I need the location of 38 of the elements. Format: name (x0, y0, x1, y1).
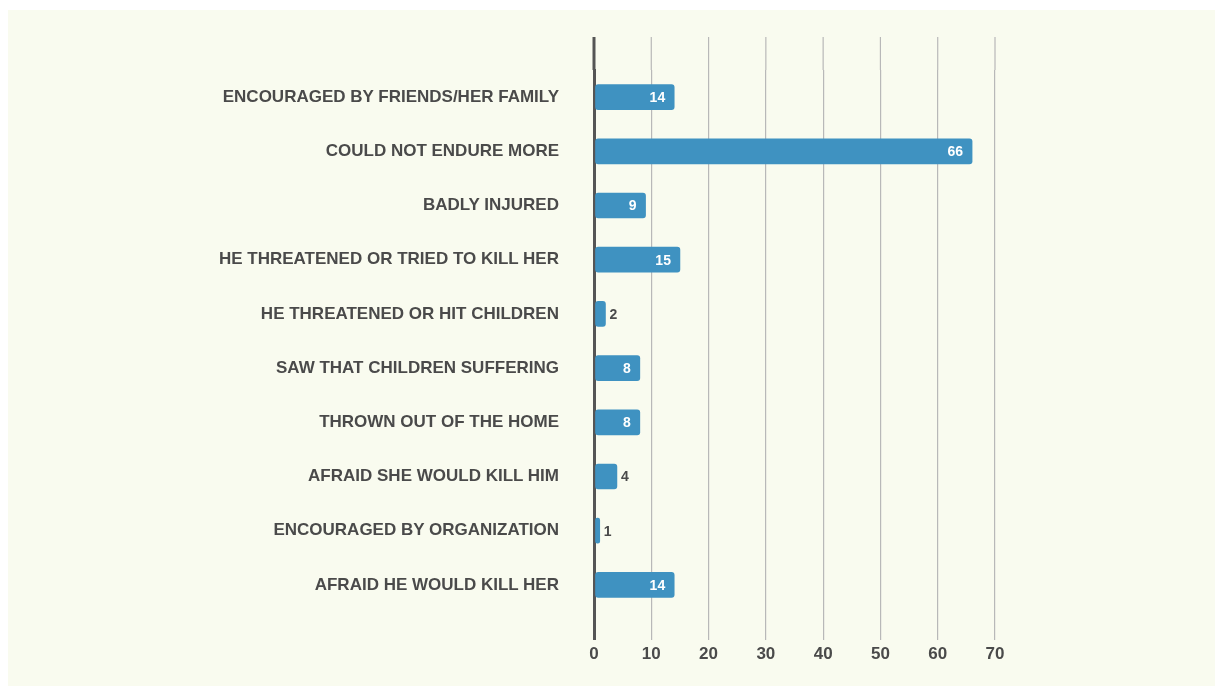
bar (595, 517, 601, 544)
x-tick-label: 40 (813, 643, 833, 663)
x-tick-label: 20 (699, 643, 719, 663)
bar (595, 409, 641, 436)
bar (595, 301, 606, 327)
y-tick-label: ENCOURAGED BY FRIENDS/HER FAMILY (222, 86, 560, 106)
y-tick-label: ENCOURAGED BY ORGANIZATION (273, 520, 559, 540)
bar (595, 463, 618, 490)
bar (595, 246, 681, 273)
data-label: 14 (649, 576, 666, 593)
data-label: 14 (649, 88, 666, 105)
y-tick-label: COULD NOT ENDURE MORE (325, 140, 559, 160)
data-label: 9 (628, 197, 637, 214)
bar (595, 84, 675, 110)
data-label: 4 (620, 468, 629, 485)
data-label: 66 (947, 143, 964, 160)
data-label: 8 (623, 359, 632, 376)
y-tick-label: HE THREATENED OR HIT CHILDREN (260, 303, 559, 323)
y-tick-label: THROWN OUT OF THE HOME (319, 411, 559, 431)
bar (595, 138, 973, 165)
x-tick-label: 50 (870, 643, 890, 663)
y-tick-label: HE THREATENED OR TRIED TO KILL HER (218, 249, 559, 269)
x-tick-label: 60 (928, 643, 948, 663)
y-tick-label: AFRAID HE WOULD KILL HER (314, 574, 559, 594)
bar (595, 355, 641, 381)
x-tick-label: 30 (756, 643, 776, 663)
y-tick-label: BADLY INJURED (422, 195, 559, 215)
data-label: 15 (655, 251, 672, 268)
y-tick-label: AFRAID SHE WOULD KILL HIM (308, 466, 559, 486)
x-tick-label: 70 (985, 643, 1005, 663)
bar (595, 572, 675, 598)
x-tick-label: 10 (641, 643, 661, 663)
x-tick-label: 0 (589, 643, 599, 663)
bar (595, 192, 646, 219)
y-tick-label: SAW THAT CHILDREN SUFFERING (275, 357, 559, 377)
data-label: 1 (603, 522, 612, 539)
data-label: 2 (609, 305, 618, 322)
data-label: 8 (623, 414, 632, 431)
